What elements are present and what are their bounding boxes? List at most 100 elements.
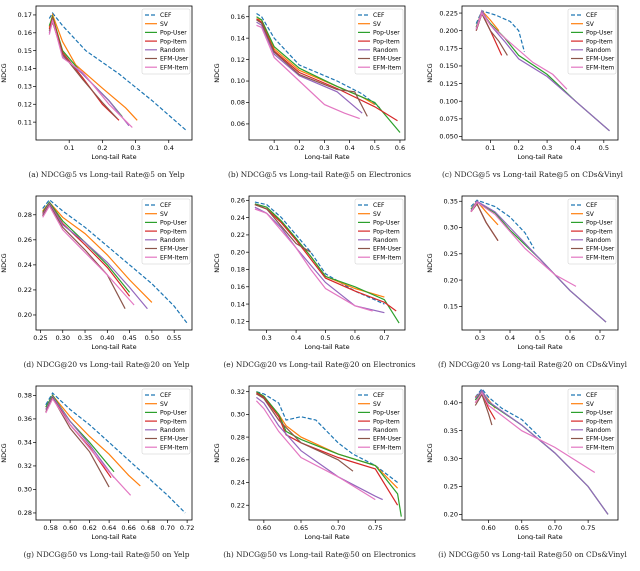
plot-area: 0.3 0.4 0.5 0.6 0.7 0.15 0.20 0.25 0.30 0.35 Long-… [426, 195, 619, 350]
x-tick-label: 0.68 [141, 524, 155, 532]
series-line-cef [470, 199, 535, 249]
x-tick-label: 0.3 [542, 144, 552, 152]
x-tick-label: 0.75 [368, 524, 382, 532]
x-tick-label: 0.4 [570, 144, 580, 152]
legend-label: Pop-Item [160, 228, 187, 235]
legend-label: Pop-User [160, 220, 187, 227]
legend-label: EFM-Item [586, 444, 614, 451]
legend-label: Random [160, 47, 185, 54]
axes-frame [461, 5, 619, 141]
chart-9: 0.60 0.65 0.70 0.75 0.20 0.25 0.30 0.35 0.40 Long… [426, 385, 619, 540]
chart-panel-6: 0.3 0.4 0.5 0.6 0.7 0.15 0.20 0.25 0.30 0.35 Long-… [426, 190, 639, 380]
chart-panel-7: 0.58 0.60 0.62 0.64 0.66 0.68 0.70 0.72 0.28 0.30… [0, 380, 213, 570]
plot-area: 0.60 0.65 0.70 0.75 0.22 0.24 0.26 0.28 0.30 0.32… [213, 385, 406, 540]
legend-label: Random [373, 47, 398, 54]
series-line-random [48, 18, 130, 127]
x-axis-label: Long-tail Rate [91, 153, 136, 160]
series-line-efm-item [48, 20, 133, 128]
legend-box [567, 198, 617, 265]
legend-label: EFM-User [160, 56, 189, 63]
legend-label: Random [160, 427, 185, 434]
legend-label: Pop-User [373, 220, 400, 227]
x-tick-label: 0.35 [78, 334, 92, 342]
chart-3: 0.1 0.2 0.3 0.4 0.5 0.050 0.075 0.100 0.125 0.150… [426, 5, 619, 160]
y-axis-label: NDCG [0, 63, 8, 82]
x-tick-label: 0.1 [269, 144, 279, 152]
chart-panel-5: 0.3 0.4 0.5 0.6 0.7 0.12 0.14 0.16 0.18 0.20 0.22 0… [213, 190, 426, 380]
chart-5: 0.3 0.4 0.5 0.6 0.7 0.12 0.14 0.16 0.18 0.20 0.22 0… [213, 195, 406, 350]
y-tick-label: 0.075 [439, 115, 458, 123]
legend-label: EFM-Item [373, 444, 401, 451]
y-tick-label: 0.150 [439, 62, 458, 70]
x-axis-label: Long-tail Rate [517, 533, 562, 540]
legend-label: SV [373, 401, 382, 408]
y-tick-label: 0.100 [439, 97, 458, 105]
series-line-efm-user [48, 20, 118, 120]
y-tick-label: 0.26 [18, 236, 32, 244]
chart-panel-2: 0.1 0.2 0.3 0.4 0.5 0.6 0.06 0.08 0.10 0.12 0.14 0.… [213, 0, 426, 190]
y-tick-label: 0.24 [231, 479, 245, 487]
series-line-sv [48, 12, 138, 121]
legend-label: EFM-User [160, 246, 189, 253]
x-tick-label: 0.50 [145, 334, 159, 342]
x-tick-label: 0.70 [331, 524, 345, 532]
y-tick-label: 0.20 [444, 511, 458, 519]
y-tick-label: 0.26 [231, 197, 245, 205]
x-tick-label: 0.40 [100, 334, 114, 342]
legend-label: CEF [160, 392, 172, 399]
legend-label: Pop-User [160, 30, 187, 37]
axes-frame [248, 195, 406, 331]
legend-label: Pop-Item [373, 228, 400, 235]
x-tick-label: 0.2 [294, 144, 304, 152]
series-line-efm-item [475, 11, 568, 90]
y-tick-label: 0.17 [18, 11, 32, 19]
x-axis-label: Long-tail Rate [304, 533, 349, 540]
legend-label: Pop-User [586, 220, 613, 227]
series-line-efm-item [42, 204, 135, 306]
y-axis-label: NDCG [426, 63, 434, 82]
y-tick-label: 0.28 [18, 509, 32, 517]
legend-label: CEF [373, 12, 385, 19]
legend-box [141, 388, 191, 455]
legend-label: CEF [160, 202, 172, 209]
series-line-cef [42, 198, 188, 325]
series-line-random [475, 9, 610, 132]
y-axis-label: NDCG [426, 253, 434, 272]
y-tick-label: 0.32 [231, 388, 245, 396]
x-tick-label: 0.65 [294, 524, 308, 532]
y-tick-label: 0.34 [18, 439, 32, 447]
x-tick-label: 0.65 [515, 524, 529, 532]
series-line-random [45, 395, 115, 479]
x-tick-label: 0.3 [319, 144, 329, 152]
y-tick-label: 0.20 [444, 276, 458, 284]
legend-label: EFM-User [373, 56, 402, 63]
y-tick-label: 0.08 [231, 99, 245, 107]
series-line-pop-user [254, 203, 400, 324]
y-tick-label: 0.22 [231, 501, 245, 509]
x-tick-label: 0.6 [565, 334, 575, 342]
legend-label: EFM-Item [586, 254, 614, 261]
caption: (h) NDCG@50 vs Long-tail Rate@50 on Elec… [223, 550, 416, 559]
legend-label: Random [373, 237, 398, 244]
legend-label: EFM-Item [586, 64, 614, 71]
y-tick-label: 0.20 [18, 311, 32, 319]
y-tick-label: 0.12 [231, 56, 245, 64]
x-tick-label: 0.5 [535, 334, 545, 342]
y-tick-label: 0.38 [18, 392, 32, 400]
x-tick-label: 0.3 [475, 334, 485, 342]
series-line-efm-user [474, 392, 493, 426]
x-tick-label: 0.4 [291, 334, 301, 342]
chart-panel-3: 0.1 0.2 0.3 0.4 0.5 0.050 0.075 0.100 0.125 0.150… [426, 0, 639, 190]
plot-area: 0.3 0.4 0.5 0.6 0.7 0.12 0.14 0.16 0.18 0.20 0.22 0… [213, 195, 406, 350]
legend-label: EFM-Item [373, 64, 401, 71]
axes-frame [248, 5, 406, 141]
legend-label: Pop-Item [160, 418, 187, 425]
y-tick-label: 0.32 [18, 462, 32, 470]
y-tick-label: 0.35 [444, 197, 458, 205]
legend-label: Random [586, 237, 611, 244]
x-tick-label: 0.64 [102, 524, 116, 532]
y-axis-label: NDCG [213, 253, 221, 272]
x-tick-label: 0.5 [320, 334, 330, 342]
x-tick-label: 0.72 [180, 524, 194, 532]
